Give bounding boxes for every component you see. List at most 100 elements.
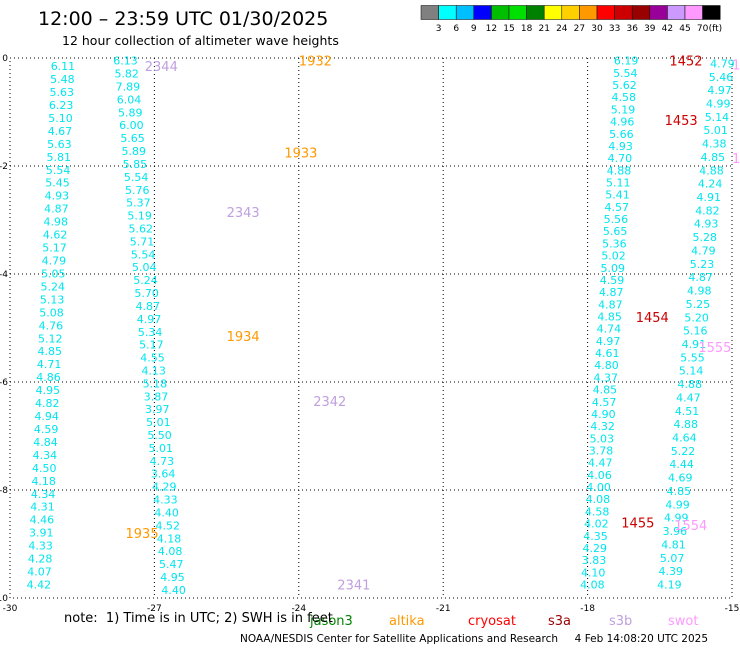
wave-height-value: 4.71 [37,358,62,371]
pass-time-label: 14 [732,58,740,73]
wave-height-value: 4.47 [676,391,701,404]
wave-height-value: 4.10 [581,566,606,579]
wave-height-value: 5.41 [605,189,630,202]
legend-jason3: jason3 [309,614,353,629]
wave-height-value: 5.47 [159,558,184,571]
colorbar-label: 42 [662,24,673,34]
colorbar-swatch [455,5,475,20]
wave-height-value: 5.04 [132,261,157,274]
pass-time-label: 1452 [669,55,702,70]
pass-time-label: 1453 [665,114,698,129]
wave-height-value: 5.62 [612,79,637,92]
wave-height-value: 4.18 [157,532,182,545]
wave-height-value: 5.54 [124,171,149,184]
colorbar-label: 45 [679,24,690,34]
wave-height-value: 4.62 [43,229,68,242]
wave-height-value: 4.74 [597,323,622,336]
wave-height-value: 5.56 [604,213,629,226]
wave-height-value: 5.81 [46,151,71,164]
wave-height-value: 4.99 [664,512,689,525]
pass-time-label: 1454 [636,311,669,326]
colorbar-label: 9 [471,24,477,34]
colorbar-swatch [702,5,721,20]
wave-height-value: 5.22 [671,445,696,458]
y-tick-label: -2 [0,162,8,172]
wave-height-value: 5.55 [680,351,705,364]
pass-time-labels: 2344 1932 1933 2343 1934 2342 1935 2341 1452 1453… [126,55,740,594]
wave-height-value: 4.99 [665,498,690,511]
wave-height-value: 5.13 [40,293,65,306]
wave-height-value: 4.67 [48,125,73,138]
pass-time-label: 1554 [674,519,707,534]
wave-height-value: 4.96 [610,116,635,129]
wave-height-value: 4.87 [599,286,624,299]
colorbar-label: 36 [626,24,638,34]
plot-grid [9,57,733,599]
colorbar-swatch [473,5,492,20]
wave-height-value: 5.45 [45,177,70,190]
wave-height-value: 4.79 [710,57,735,70]
wave-height-value: 4.38 [702,138,727,151]
y-tick-label: -10 [0,594,8,604]
wave-height-value: 4.59 [34,423,59,436]
wave-height-value: 4.32 [590,420,615,433]
wave-height-value: 4.93 [694,218,719,231]
wave-height-value: 6.19 [614,55,639,68]
pass-time-label: 1555 [698,341,731,356]
page-subtitle: 12 hour collection of altimeter wave hei… [62,33,339,48]
wave-height-value: 4.58 [585,505,610,518]
wave-height-value: 5.23 [690,258,715,271]
wave-height-value: 4.95 [36,384,61,397]
wave-height-value: 5.16 [683,325,708,338]
wave-height-value: 4.40 [161,584,186,597]
satellite-legend: jason3 altika cryosat s3a s3b swot [309,614,698,629]
wave-height-value: 4.39 [659,565,684,578]
colorbar-label: 6 [453,24,459,34]
legend-s3a: s3a [548,614,571,629]
wave-height-value: 4.85 [593,384,618,397]
wave-height-value: 4.52 [156,519,181,532]
colorbar-swatch [579,5,598,20]
wave-height-value: 5.89 [121,145,146,158]
wave-height-value: 4.93 [45,190,70,203]
wave-height-value: 4.88 [607,164,632,177]
wave-height-value: 6.00 [119,119,144,132]
wave-height-value: 4.50 [32,462,57,475]
wave-height-value: 4.93 [608,140,633,153]
wave-height-value: 4.08 [580,579,605,592]
wave-height-value: 4.08 [158,545,183,558]
wave-height-value: 4.33 [28,540,53,553]
x-tick-label: -27 [147,604,162,614]
wave-height-value: 5.24 [40,280,65,293]
wave-height-value: 4.99 [706,97,731,110]
page-title: 12:00 – 23:59 UTC 01/30/2025 [38,8,329,30]
wave-height-value: 4.84 [33,436,58,449]
track-values: 6.115.485.636.235.104.675.635.815.545.45… [27,55,735,597]
wave-height-value: 4.57 [604,201,629,214]
wave-height-value: 4.97 [596,335,621,348]
wave-height-value: 4.70 [608,152,633,165]
footer-credit: NOAA/NESDIS Center for Satellite Applica… [240,633,708,645]
wave-height-value: 5.19 [611,103,636,116]
wave-height-value: 4.18 [31,475,56,488]
wave-height-value: 4.79 [42,255,67,268]
footer-note: note: 1) Time is in UTC; 2) SWH is in fe… [64,611,333,626]
legend-cryosat: cryosat [468,614,516,629]
pass-time-label: 1555 [732,152,740,167]
wave-height-value: 5.05 [41,267,66,280]
y-tick-label: 0 [2,54,8,64]
wave-height-value: 5.89 [118,106,143,119]
wave-height-value: 4.98 [43,216,68,229]
wave-height-value: 3.83 [582,554,607,567]
wave-height-value: 6.11 [51,60,76,73]
wave-height-value: 5.54 [131,248,156,261]
wave-height-value: 4.88 [678,378,703,391]
wave-height-value: 5.01 [703,124,728,137]
wave-height-value: 5.09 [601,262,626,275]
colorbar-label: 3 [436,24,442,34]
wave-height-value: 5.11 [606,177,631,190]
wave-height-value: 4.85 [701,151,726,164]
legend-altika: altika [389,614,425,629]
colorbar-unit: (ft) [709,24,723,34]
wave-height-value: 5.70 [134,287,159,300]
